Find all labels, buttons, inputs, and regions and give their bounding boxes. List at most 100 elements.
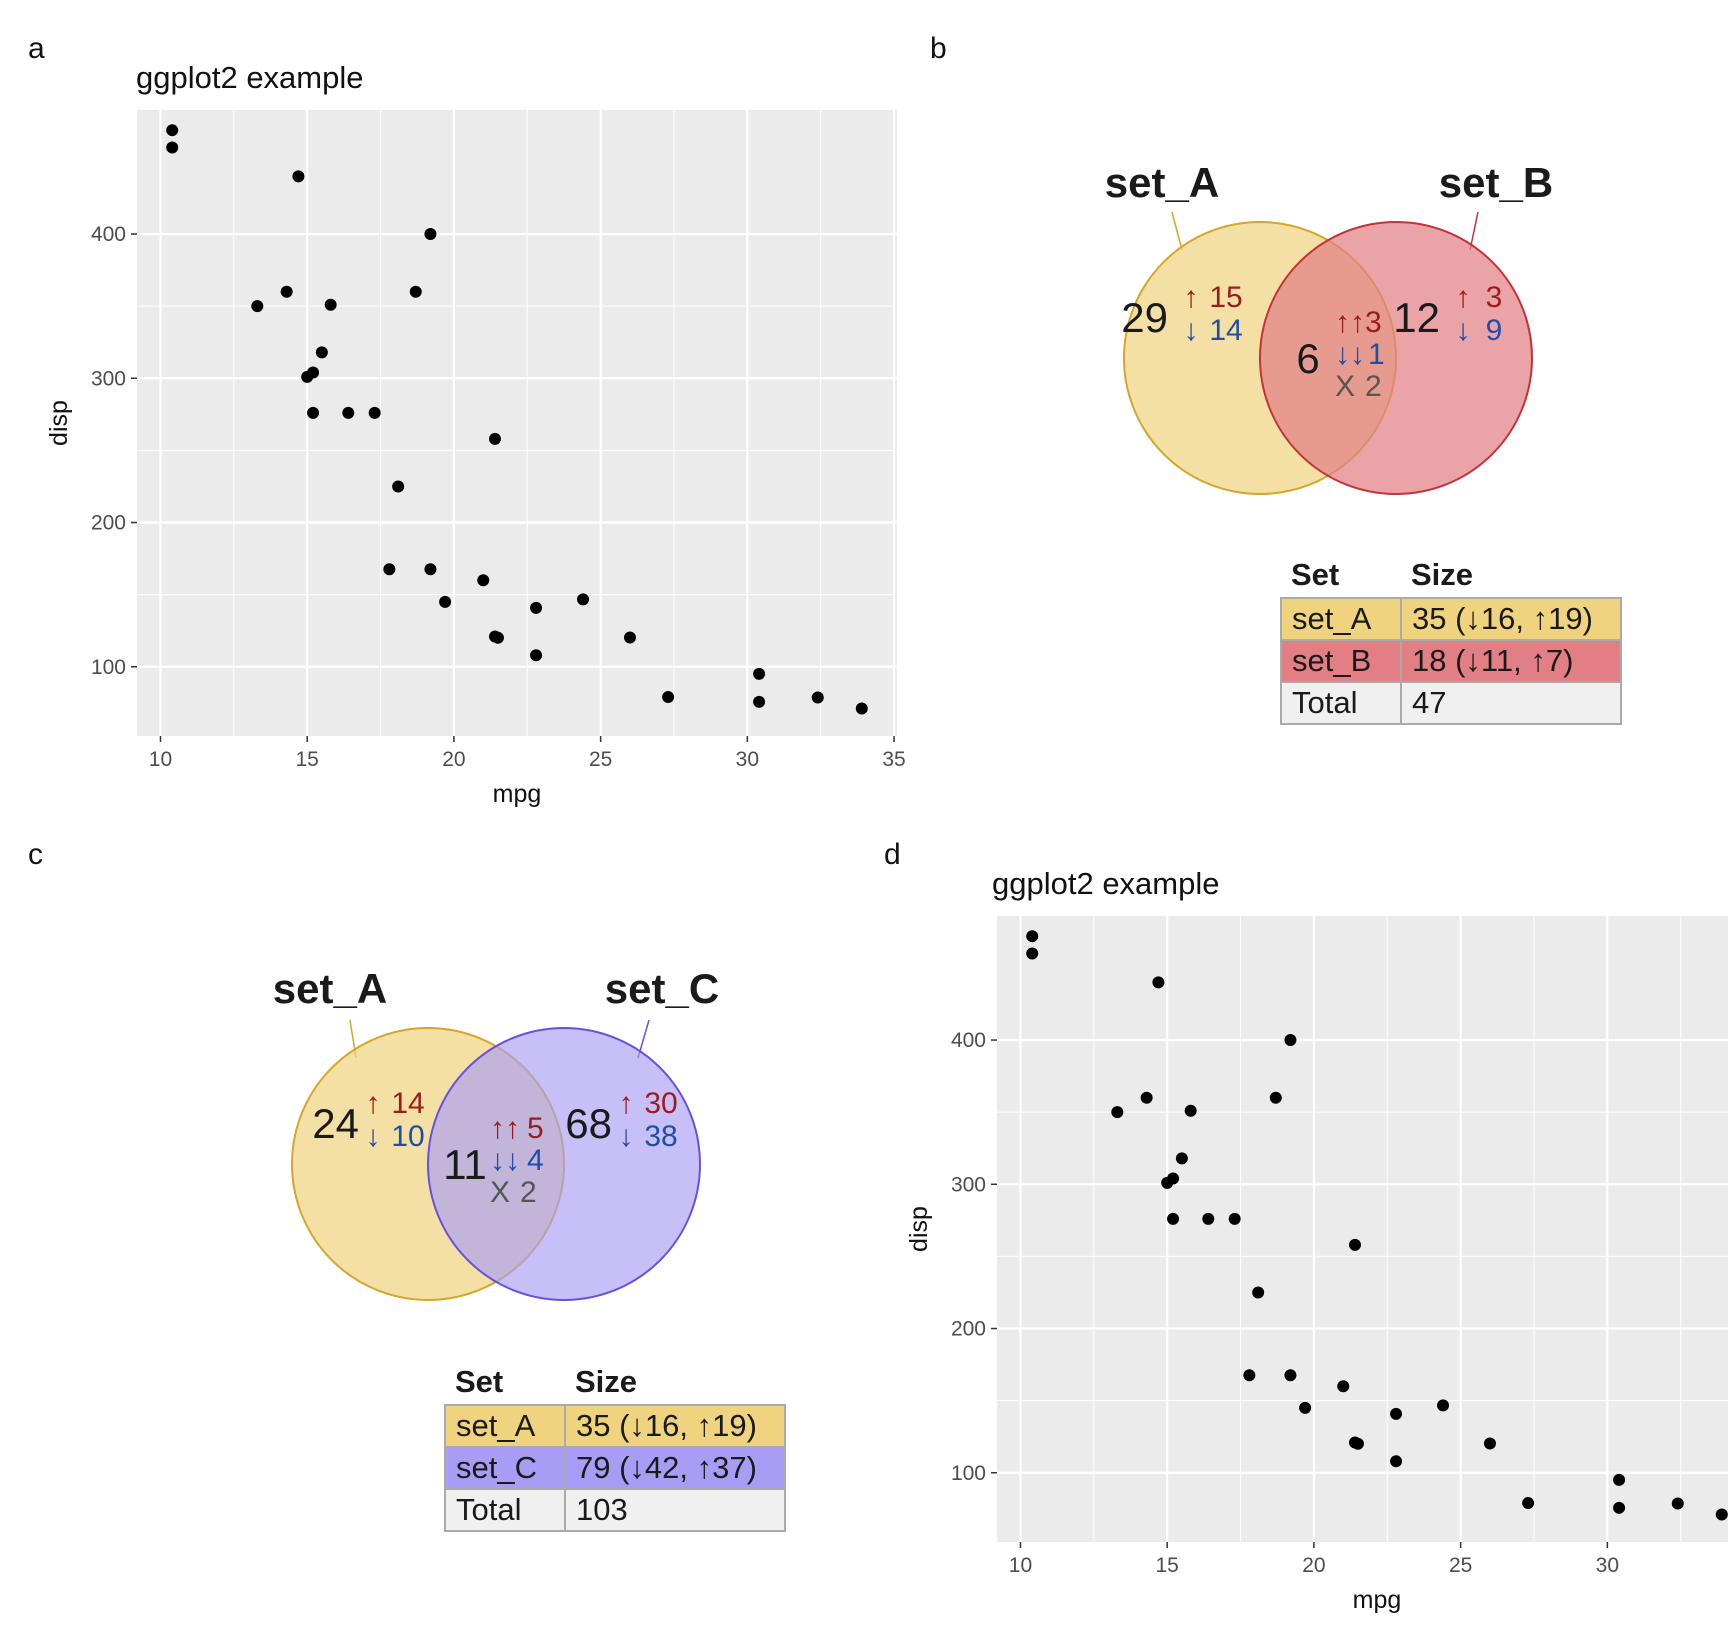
data-point xyxy=(1252,1286,1265,1299)
table-cell: 35 (↓16, ↑19) xyxy=(564,1404,786,1448)
plot-panel-background xyxy=(137,110,897,736)
data-point xyxy=(662,691,675,704)
table-cell: set_B xyxy=(1280,639,1402,683)
down-arrow: ↓ xyxy=(1456,314,1471,347)
scatter-a-title: ggplot2 example xyxy=(136,60,364,95)
data-point xyxy=(166,124,179,137)
y-tick-label: 400 xyxy=(91,223,126,246)
table-header-set: Set xyxy=(445,1362,565,1405)
up-arrow: ↑ xyxy=(1184,281,1199,314)
y-tick-label: 300 xyxy=(951,1173,986,1196)
data-point xyxy=(324,298,337,311)
table-row: set_A 35 (↓16, ↑19) xyxy=(1280,597,1622,641)
set-b-up-count: 3 xyxy=(1486,281,1503,314)
table-cell: Total xyxy=(444,1488,566,1532)
data-point xyxy=(342,406,355,419)
set-a-only-count: 24 xyxy=(312,1100,359,1147)
x-tick-label: 30 xyxy=(1596,1554,1619,1577)
x-tick-label: 20 xyxy=(442,748,465,771)
data-point xyxy=(488,432,501,445)
table-header-size: Size xyxy=(1401,555,1621,598)
overlap-count: 11 xyxy=(443,1141,487,1188)
table-header-size: Size xyxy=(565,1362,785,1405)
x-tick-label: 20 xyxy=(1302,1554,1325,1577)
x-tick-label: 35 xyxy=(882,748,905,771)
y-tick-label: 300 xyxy=(91,367,126,390)
x-tick-label: 30 xyxy=(736,748,759,771)
data-point xyxy=(1175,1152,1188,1165)
x-tick-label: 25 xyxy=(1449,1554,1472,1577)
down-arrow: ↓ xyxy=(366,1120,381,1153)
table-cell: set_A xyxy=(444,1404,566,1448)
set-b-circle xyxy=(1259,221,1533,495)
set-c-up-count: 30 xyxy=(644,1087,677,1120)
data-point xyxy=(1140,1091,1153,1104)
data-point xyxy=(1351,1437,1364,1450)
down-arrow: ↓ xyxy=(1184,314,1199,347)
overlap-cross-count: 2 xyxy=(520,1176,537,1209)
table-cell: Total xyxy=(1280,681,1402,725)
data-point xyxy=(292,170,305,183)
up-arrow: ↑ xyxy=(619,1087,634,1120)
set-a-only-count: 29 xyxy=(1121,294,1168,341)
overlap-upup-count: 3 xyxy=(1365,306,1382,339)
data-point xyxy=(1167,1212,1180,1225)
y-tick-label: 200 xyxy=(91,512,126,535)
cross-mark: X xyxy=(1335,370,1355,403)
table-cell: 103 xyxy=(564,1488,786,1532)
overlap-upup-count: 5 xyxy=(527,1112,544,1145)
set-b-label: set_B xyxy=(1439,159,1553,206)
down-arrow: ↓ xyxy=(619,1120,634,1153)
overlap-downdown-count: 1 xyxy=(1368,338,1385,371)
data-point xyxy=(1390,1455,1403,1468)
x-tick-label: 15 xyxy=(296,748,319,771)
data-point xyxy=(1269,1091,1282,1104)
set-b-down-count: 9 xyxy=(1486,314,1503,347)
y-tick-label: 100 xyxy=(91,656,126,679)
data-point xyxy=(577,593,590,606)
x-tick-label: 10 xyxy=(1009,1554,1032,1577)
data-point xyxy=(1026,947,1039,960)
data-point xyxy=(530,601,543,614)
data-point xyxy=(1202,1212,1215,1225)
venn-diagram-c: set_A set_C 24 ↑ 14 ↓ 10 11 ↑↑ 5 ↓↓ 4 X … xyxy=(273,965,719,1301)
data-point xyxy=(1299,1401,1312,1414)
y-axis-label: disp xyxy=(45,400,73,446)
set-a-down-count: 10 xyxy=(391,1120,424,1153)
set-c-down-count: 38 xyxy=(644,1120,677,1153)
data-point xyxy=(1348,1238,1361,1251)
set-c-only-count: 68 xyxy=(565,1100,612,1147)
data-point xyxy=(1161,1176,1174,1189)
table-cell: 18 (↓11, ↑7) xyxy=(1400,639,1622,683)
up-arrow: ↑ xyxy=(1456,281,1471,314)
set-a-down-count: 14 xyxy=(1209,314,1242,347)
up-up-arrows: ↑↑ xyxy=(1335,306,1365,339)
table-cell: 35 (↓16, ↑19) xyxy=(1400,597,1622,641)
panel-label-b: b xyxy=(930,32,947,65)
table-cell: set_A xyxy=(1280,597,1402,641)
panel-label-c: c xyxy=(28,838,43,871)
data-point xyxy=(1437,1399,1450,1412)
data-point xyxy=(491,631,504,644)
data-point xyxy=(1715,1508,1728,1521)
data-point xyxy=(753,667,766,680)
data-point xyxy=(1337,1380,1350,1393)
set-c-circle xyxy=(427,1027,701,1301)
data-point xyxy=(1613,1501,1626,1514)
panel-label-a: a xyxy=(28,32,45,65)
set-a-label: set_A xyxy=(273,965,387,1012)
data-point xyxy=(251,300,264,313)
table-row: Total 103 xyxy=(444,1488,786,1532)
data-point xyxy=(1152,976,1165,989)
x-tick-label: 15 xyxy=(1156,1554,1179,1577)
panel-label-d: d xyxy=(884,838,901,871)
overlap-cross-count: 2 xyxy=(1365,370,1382,403)
data-point xyxy=(1184,1104,1197,1117)
table-row: set_A 35 (↓16, ↑19) xyxy=(444,1404,786,1448)
cross-mark: X xyxy=(490,1176,510,1209)
table-header-set: Set xyxy=(1281,555,1401,598)
data-point xyxy=(477,574,490,587)
data-point xyxy=(315,346,328,359)
data-point xyxy=(1243,1369,1256,1382)
up-up-arrows: ↑↑ xyxy=(490,1112,520,1145)
